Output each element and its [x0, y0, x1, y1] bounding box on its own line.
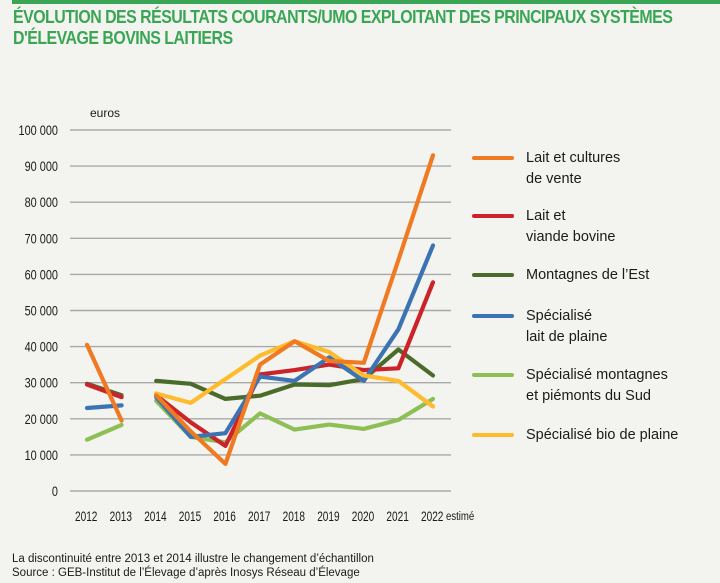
series-line-3-segment-1	[154, 243, 436, 439]
legend-label: Lait et viande bovine	[526, 208, 616, 245]
x-tick-label: 2020	[352, 508, 375, 524]
y-tick-label: 90 000	[25, 159, 58, 175]
x-tick-label: 2012	[75, 508, 98, 524]
y-tick-label: 80 000	[25, 195, 58, 211]
x-tick-label: 2019	[317, 508, 340, 524]
y-tick-label: 100 000	[19, 123, 58, 139]
y-tick-label: 30 000	[25, 375, 58, 391]
legend-item: Spécialisé bio de plaine	[472, 425, 678, 446]
x-axis-ticks: 2012 2013 2014 2015 2016 2017 2018 2019 2020 2021…	[75, 508, 474, 524]
legend-swatch	[472, 156, 514, 160]
series-line-0-segment-0	[84, 342, 124, 423]
series-line-1-segment-0	[84, 382, 124, 400]
gridlines	[70, 129, 451, 492]
top-accent-bar	[12, 0, 720, 4]
footnotes: La discontinuité entre 2013 et 2014 illu…	[12, 552, 374, 580]
legend-swatch	[472, 314, 514, 318]
series-line-2-segment-1	[154, 347, 436, 401]
series-lines	[84, 153, 436, 466]
y-tick-label: 60 000	[25, 267, 58, 283]
y-axis-ticks: 0 10 000 20 000 30 000 40 000 50 000 60 000 70 …	[19, 123, 58, 500]
x-tick-suffix: estimé	[446, 510, 474, 523]
legend-label: Spécialisé lait de plaine	[526, 308, 608, 345]
legend-item: Spécialisé lait de plaine	[472, 306, 607, 348]
legend-swatch	[472, 433, 514, 437]
y-tick-label: 40 000	[25, 339, 58, 355]
series-line-1-segment-1	[154, 280, 436, 448]
y-tick-label: 50 000	[25, 303, 58, 319]
legend-swatch	[472, 273, 514, 277]
y-tick-label: 0	[52, 484, 58, 500]
legend-item: Montagnes de l’Est	[472, 265, 649, 286]
legend-swatch	[472, 373, 514, 377]
series-line-0-segment-1	[154, 153, 436, 466]
chart-title-line-2: D'ÉLEVAGE BOVINS LAITIERS	[13, 27, 233, 48]
series-line-4-segment-1	[154, 396, 436, 445]
x-tick-label: 2021	[386, 508, 409, 524]
legend-label: Spécialisé bio de plaine	[526, 427, 679, 443]
y-tick-label: 10 000	[25, 448, 58, 464]
y-axis-unit-label: euros	[90, 106, 120, 120]
y-tick-label: 70 000	[25, 231, 58, 247]
legend-label: Spécialisé montagnes et piémonts du Sud	[526, 367, 668, 404]
x-tick-label: 2022	[421, 508, 444, 524]
legend-item: Spécialisé montagnes et piémonts du Sud	[472, 365, 668, 407]
legend-label: Montagnes de l’Est	[526, 267, 650, 283]
legend-item: Lait et viande bovine	[472, 206, 616, 248]
x-tick-label: 2017	[248, 508, 271, 524]
footnote-source: Source : GEB-Institut de l’Élevage d’apr…	[12, 567, 360, 579]
x-tick-label: 2013	[110, 508, 133, 524]
legend-label: Lait et cultures de vente	[526, 150, 621, 187]
footnote-sample-change: La discontinuité entre 2013 et 2014 illu…	[12, 553, 374, 565]
series-line-4-segment-0	[84, 422, 124, 442]
x-tick-label: 2018	[283, 508, 306, 524]
y-tick-label: 20 000	[25, 412, 58, 428]
x-tick-label: 2015	[179, 508, 202, 524]
legend-item: Lait et cultures de vente	[472, 148, 620, 190]
x-tick-label: 2014	[144, 508, 167, 524]
chart-title: ÉVOLUTION DES RÉSULTATS COURANTS/UMO EXP…	[13, 6, 673, 48]
legend-swatch	[472, 214, 514, 218]
x-tick-label: 2016	[213, 508, 236, 524]
chart-title-line-1: ÉVOLUTION DES RÉSULTATS COURANTS/UMO EXP…	[13, 6, 673, 27]
series-line-5-segment-1	[154, 339, 436, 409]
